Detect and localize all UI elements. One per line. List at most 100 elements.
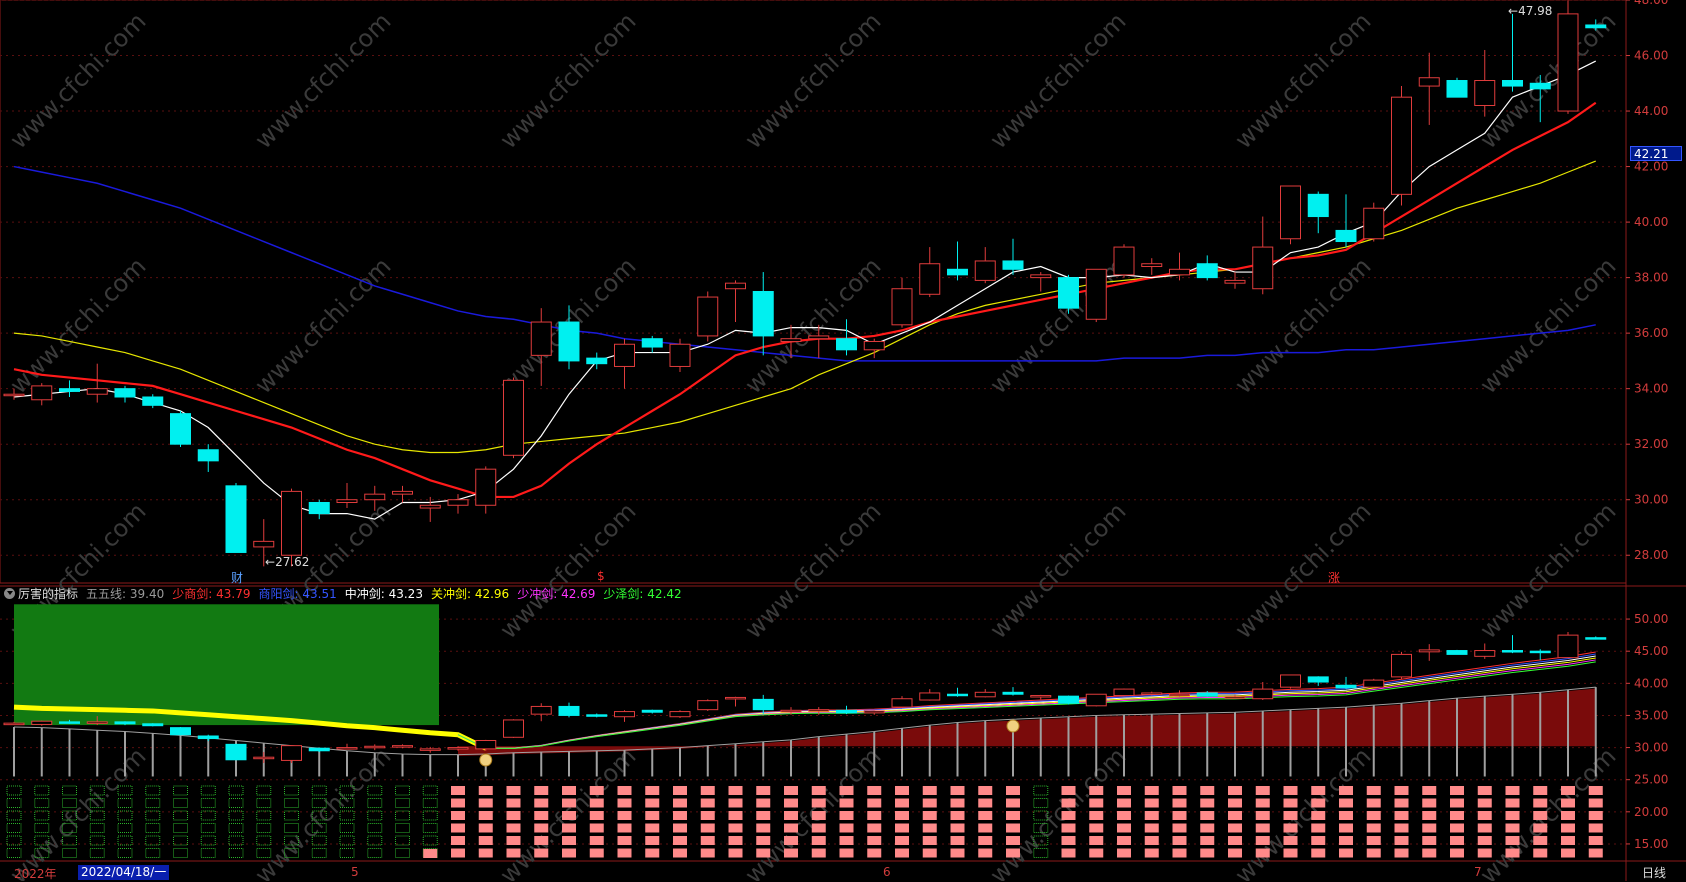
signal-square [311, 848, 327, 858]
signal-square [1283, 848, 1298, 858]
indicator-tick-label: 35.00 [1634, 708, 1668, 722]
signal-square [589, 811, 604, 820]
ma5-line [13, 60, 1597, 520]
signal-square [1477, 811, 1492, 820]
candle-body [1113, 246, 1135, 276]
period-daily-button[interactable]: 日线 [1641, 866, 1666, 880]
signal-square [1033, 835, 1049, 846]
signal-square [1228, 848, 1242, 858]
signal-square [700, 836, 715, 845]
signal-square [1366, 823, 1381, 833]
signal-square [534, 848, 549, 858]
signal-square [284, 835, 299, 846]
indicator-candle-body [1252, 688, 1274, 700]
signal-square [1228, 798, 1242, 808]
signal-square [1422, 848, 1437, 858]
signal-square [1366, 798, 1381, 808]
signal-square [1339, 798, 1353, 808]
signal-square [1172, 798, 1187, 808]
event-marker-dividend[interactable]: $ [597, 569, 605, 583]
signal-square [645, 823, 660, 833]
signal-square [1588, 811, 1603, 820]
signal-square [1311, 811, 1326, 820]
signal-square [1200, 823, 1215, 833]
candle-body [503, 379, 524, 456]
watermark-text: www.cfchi.com [1474, 497, 1621, 644]
event-marker-limit-up[interactable]: 涨 [1328, 571, 1341, 585]
signal-square [589, 798, 604, 808]
signal-square [284, 810, 299, 821]
signal-square [367, 785, 383, 796]
signal-square [1200, 836, 1215, 845]
indicator-menu-button[interactable]: 厉害的指标 [4, 585, 78, 602]
signal-square [311, 810, 327, 821]
candle-body [1085, 268, 1107, 320]
watermark-text: www.cfchi.com [4, 252, 151, 399]
signal-square [1533, 836, 1548, 845]
signal-square [6, 823, 22, 833]
candle-body [1335, 229, 1357, 243]
indicator-candle-body [114, 721, 136, 725]
signal-square [1533, 786, 1548, 795]
signal-square [839, 798, 854, 808]
candle-body [1141, 263, 1163, 268]
signal-square [1505, 798, 1520, 808]
signal-square [34, 823, 50, 833]
signal-square [1394, 836, 1409, 845]
signal-square [756, 811, 771, 820]
signal-square [200, 848, 216, 858]
signal-square [1255, 798, 1270, 808]
candle-body [197, 449, 219, 462]
candle-body [641, 338, 663, 348]
indicator-candle-body [1529, 650, 1551, 654]
candle-body [891, 288, 913, 326]
signal-square [562, 798, 576, 808]
signal-square [756, 786, 771, 795]
signal-square [950, 786, 965, 795]
coin-icon [479, 753, 493, 767]
signal-square [895, 836, 909, 845]
indicator-candle-body [3, 722, 25, 726]
indicator-candle-body [142, 723, 164, 727]
signal-square [1033, 785, 1049, 796]
signal-square [617, 836, 632, 845]
watermark-text: www.cfchi.com [494, 7, 641, 154]
low-price-annotation: ←27.62 [265, 555, 310, 569]
watermark-text: www.cfchi.com [1229, 7, 1376, 154]
signal-square [1144, 811, 1159, 820]
signal-square [1061, 836, 1076, 845]
indicator-candle-body [1474, 650, 1496, 657]
signal-square [867, 786, 882, 795]
signal-square [1033, 798, 1049, 808]
signal-square [617, 823, 632, 833]
event-marker-finance[interactable]: 财 [231, 571, 244, 585]
signal-square [1228, 836, 1242, 845]
high-price-annotation: ←47.98 [1508, 4, 1553, 18]
indicator-candle-body [419, 748, 441, 751]
signal-square [534, 811, 549, 820]
signal-square [1366, 836, 1381, 845]
indicator-name: 厉害的指标 [18, 586, 79, 601]
signal-square [1366, 848, 1381, 858]
signal-square [506, 786, 521, 795]
signal-square [478, 836, 493, 845]
indicator-candle-body [1502, 650, 1523, 653]
signal-square [1588, 848, 1603, 858]
candle-body [669, 343, 691, 367]
indicator-field-shangyang: 商阳剑: 43.51 [258, 586, 337, 601]
candle-body [780, 338, 802, 342]
indicator-candle-body [1113, 688, 1135, 697]
signal-square [1033, 823, 1049, 833]
signal-square [1588, 798, 1603, 808]
indicator-candle-body [530, 705, 552, 715]
signal-square [228, 810, 244, 821]
signal-square [311, 785, 327, 796]
signal-square [256, 810, 272, 821]
indicator-tick-label: 25.00 [1634, 773, 1668, 787]
signal-square [673, 798, 687, 808]
candle-body [86, 388, 108, 395]
signal-square [978, 798, 993, 808]
candle-body [364, 493, 386, 501]
candle-body [808, 335, 830, 340]
